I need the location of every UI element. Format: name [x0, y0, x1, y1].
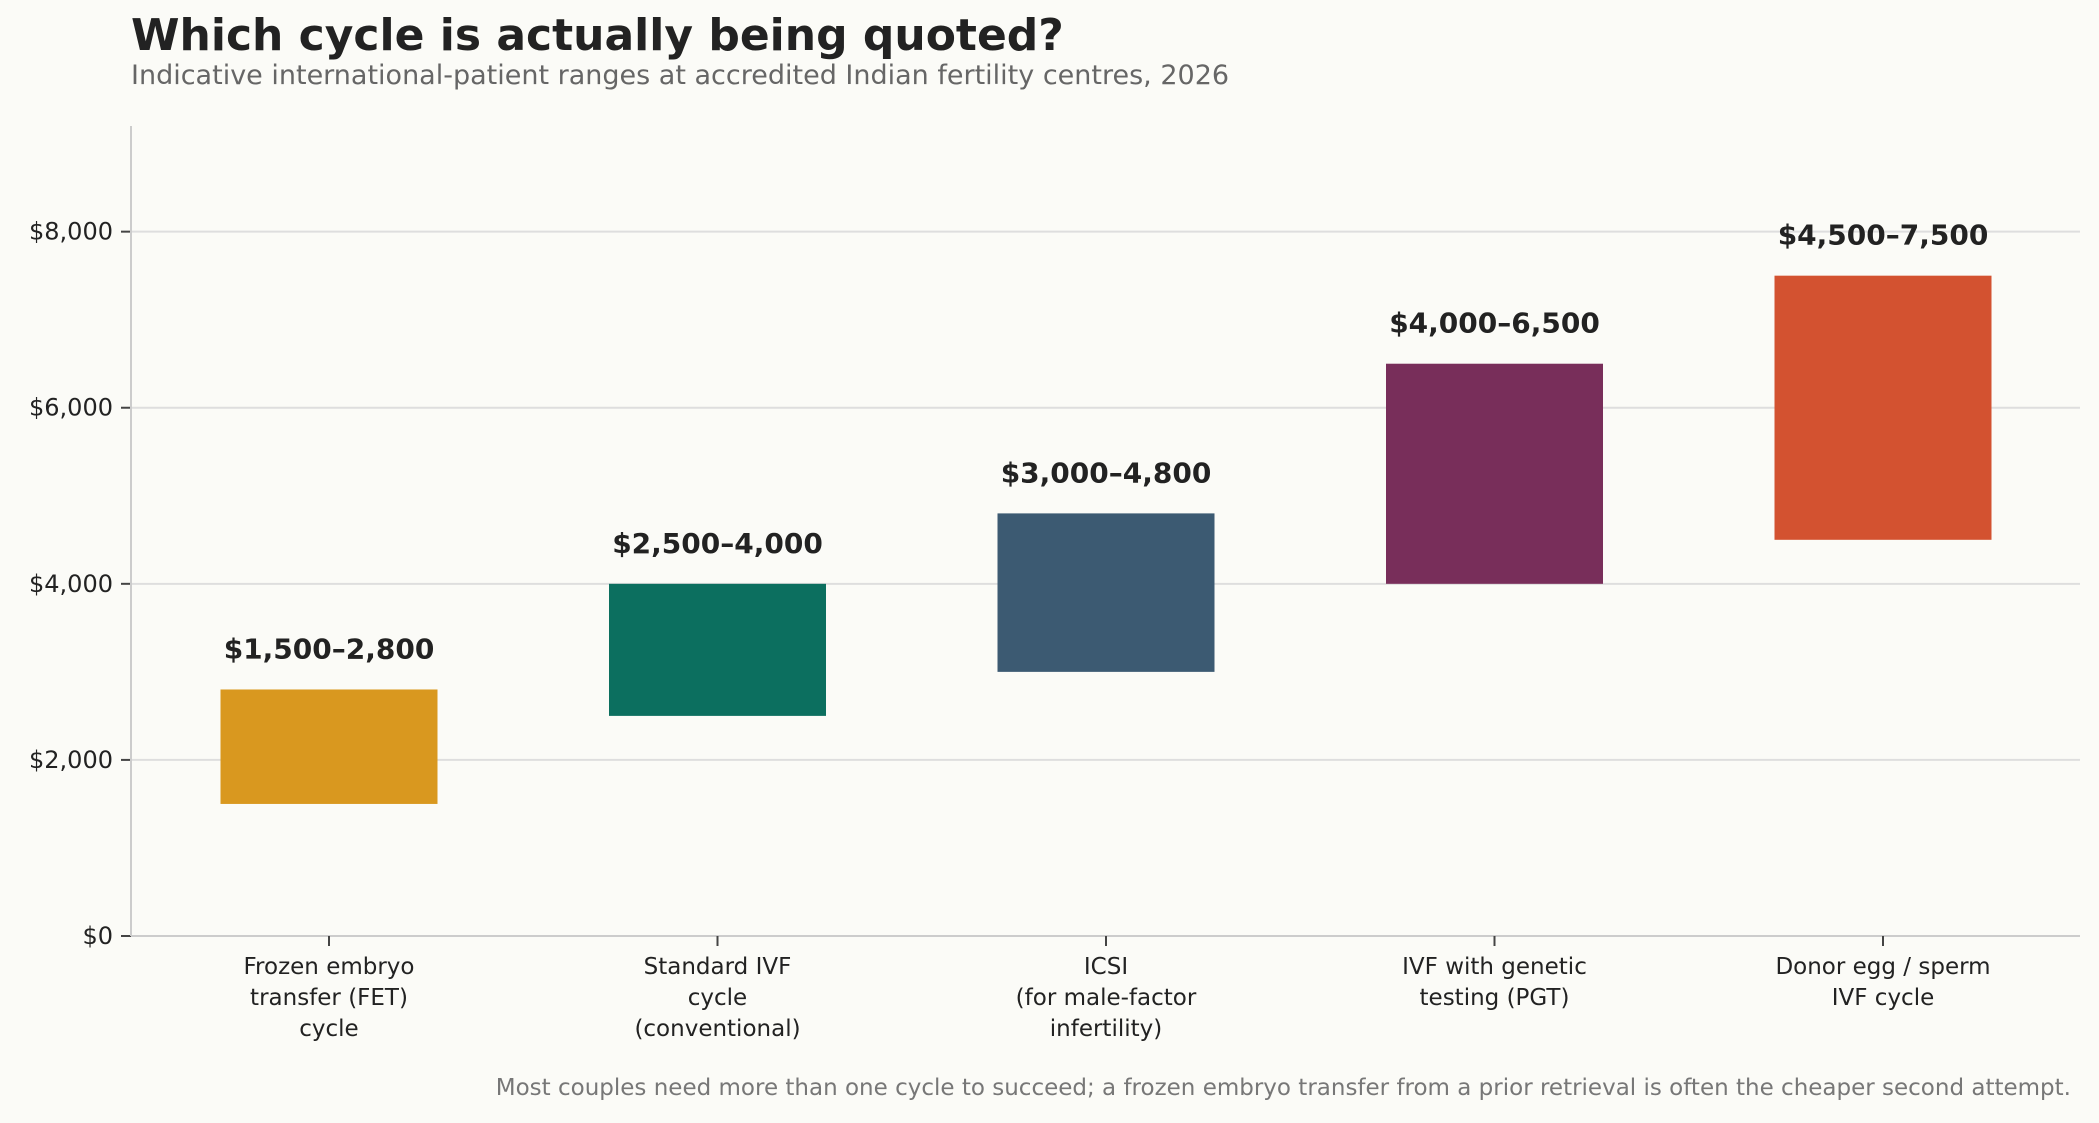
x-tick-label-line: (for male-factor: [1016, 985, 1197, 1011]
gridlines: [131, 230, 2080, 761]
x-tick-label-line: IVF with genetic: [1402, 954, 1587, 980]
y-tick-label: $6,000: [29, 394, 113, 422]
x-tick-label-line: IVF cycle: [1832, 985, 1935, 1011]
data-labels: $1,500–2,800 $2,500–4,000 $3,000–4,800 $4,0…: [224, 219, 1989, 666]
x-tick-label-line: Frozen embryo: [244, 954, 415, 980]
range-data-label: $1,500–2,800: [224, 632, 435, 665]
range-bar: [1386, 363, 1603, 584]
x-tick-label-line: Donor egg / sperm: [1775, 954, 1990, 980]
x-tick-label-line: cycle: [688, 985, 747, 1011]
chart-title: Which cycle is actually being quoted?: [131, 10, 1064, 61]
x-tick-label: Donor egg / sperm IVF cycle: [1775, 954, 1990, 1011]
range-bar: [1774, 275, 1992, 540]
y-tick-label: $4,000: [29, 570, 113, 598]
x-tick-label-line: ICSI: [1084, 954, 1128, 980]
x-tick-label-line: cycle: [299, 1016, 358, 1042]
range-data-label: $2,500–4,000: [612, 527, 823, 560]
range-bar: [609, 583, 826, 716]
range-bar: [220, 689, 438, 804]
y-tick-label: $2,000: [29, 746, 113, 774]
chart-subtitle: Indicative international-patient ranges …: [131, 60, 1230, 91]
x-tick-label: Standard IVF cycle (conventional): [634, 954, 800, 1042]
x-tick-label-line: transfer (FET): [250, 985, 408, 1011]
x-tick-label-line: infertility): [1050, 1016, 1162, 1042]
x-tick-label-line: Standard IVF: [644, 954, 792, 980]
x-tick-label: ICSI (for male-factor infertility): [1016, 954, 1197, 1042]
bars: [220, 275, 1992, 804]
chart-footnote: Most couples need more than one cycle to…: [495, 1075, 2071, 1101]
range-data-label: $4,000–6,500: [1389, 307, 1600, 340]
x-tick-label: IVF with genetic testing (PGT): [1402, 954, 1587, 1011]
x-tick-label-line: testing (PGT): [1420, 985, 1570, 1011]
x-tick-label-line: (conventional): [634, 1016, 800, 1042]
y-tick-label: $0: [82, 922, 113, 950]
x-tick-label: Frozen embryo transfer (FET) cycle: [244, 954, 415, 1042]
axes: $0 $2,000 $4,000 $6,000 $8,000 Frozen embryo t…: [29, 126, 2080, 1042]
range-data-label: $4,500–7,500: [1778, 219, 1989, 252]
range-bar: [997, 513, 1215, 672]
range-data-label: $3,000–4,800: [1001, 456, 1212, 489]
y-tick-label: $8,000: [29, 218, 113, 246]
